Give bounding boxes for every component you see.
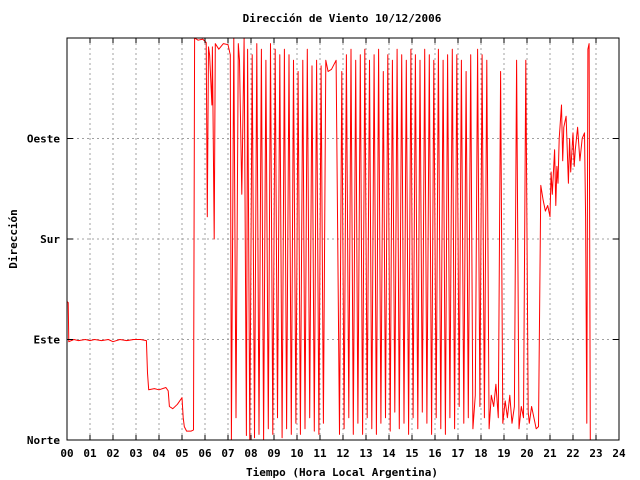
x-tick-label: 01 xyxy=(83,447,97,460)
x-tick-label: 23 xyxy=(589,447,602,460)
y-tick-label: Norte xyxy=(27,434,60,447)
x-tick-label: 06 xyxy=(198,447,212,460)
x-tick-label: 12 xyxy=(336,447,349,460)
y-axis-label: Dirección xyxy=(7,209,20,269)
x-tick-label: 02 xyxy=(106,447,119,460)
y-tick-label: Sur xyxy=(40,233,60,246)
x-tick-label: 05 xyxy=(175,447,188,460)
chart-title: Dirección de Viento 10/12/2006 xyxy=(243,12,442,25)
x-tick-label: 09 xyxy=(267,447,280,460)
x-axis-ticks: 00 01 02 03 04 05 06 07 08 09 10 11 12 13 14 15 16 17 18 19… xyxy=(60,38,626,460)
x-tick-label: 19 xyxy=(497,447,510,460)
x-tick-label: 03 xyxy=(129,447,142,460)
x-tick-label: 14 xyxy=(382,447,396,460)
x-tick-label: 00 xyxy=(60,447,73,460)
x-tick-label: 17 xyxy=(451,447,464,460)
x-tick-label: 16 xyxy=(428,447,442,460)
y-tick-label: Oeste xyxy=(27,133,60,146)
x-tick-label: 04 xyxy=(152,447,166,460)
x-tick-label: 11 xyxy=(313,447,327,460)
x-tick-label: 07 xyxy=(221,447,234,460)
x-tick-label: 18 xyxy=(474,447,487,460)
x-tick-label: 24 xyxy=(612,447,626,460)
x-tick-label: 15 xyxy=(405,447,418,460)
series-layer xyxy=(66,37,591,441)
x-tick-label: 13 xyxy=(359,447,372,460)
x-tick-label: 20 xyxy=(520,447,533,460)
x-tick-label: 08 xyxy=(244,447,257,460)
y-axis-ticks: Norte Este Sur Oeste xyxy=(27,133,619,447)
y-tick-label: Este xyxy=(34,334,61,347)
x-tick-label: 21 xyxy=(543,447,557,460)
series-line xyxy=(66,37,591,441)
x-tick-label: 22 xyxy=(566,447,579,460)
x-tick-label: 10 xyxy=(290,447,303,460)
x-axis-label: Tiempo (Hora Local Argentina) xyxy=(246,466,438,479)
